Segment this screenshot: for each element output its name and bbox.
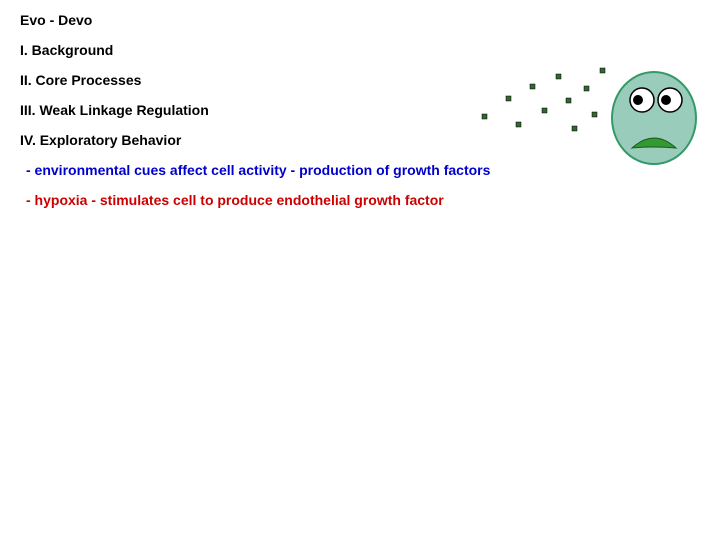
growth-factor-dot-icon — [530, 84, 535, 89]
growth-factor-dot-icon — [584, 86, 589, 91]
cell-face-illustration — [472, 48, 702, 178]
growth-factor-dot-icon — [482, 114, 487, 119]
growth-factor-dot-icon — [516, 122, 521, 127]
growth-factor-dot-icon — [506, 96, 511, 101]
pupil-icon — [661, 95, 671, 105]
growth-factor-dot-icon — [556, 74, 561, 79]
growth-factor-dot-icon — [600, 68, 605, 73]
title: Evo - Devo — [20, 12, 700, 28]
cell-face-icon — [612, 72, 696, 164]
pupil-icon — [633, 95, 643, 105]
growth-factor-dot-icon — [572, 126, 577, 131]
bullet-hypoxia: - hypoxia - stimulates cell to produce e… — [20, 192, 700, 208]
growth-factor-dot-icon — [566, 98, 571, 103]
growth-factor-dot-icon — [542, 108, 547, 113]
growth-factor-dot-icon — [592, 112, 597, 117]
